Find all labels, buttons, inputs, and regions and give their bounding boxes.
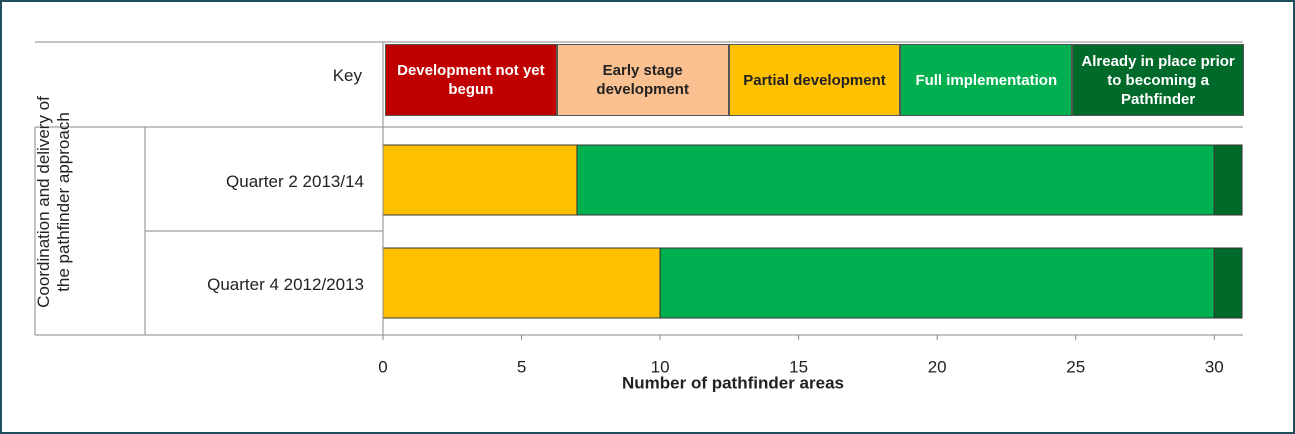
legend-entry: Early stage development [556,44,729,116]
bar-segment [659,247,1215,319]
legend-entry: Full implementation [900,44,1073,116]
x-tick-label: 20 [928,357,947,376]
x-tick-label: 5 [517,357,526,376]
x-tick-label: 0 [378,357,387,376]
x-tick-label: 25 [1066,357,1085,376]
bar-segment [1213,247,1243,319]
bar-segment [382,247,661,319]
legend-entry: Development not yet begun [385,44,557,116]
legend-entry: Partial development [728,44,901,116]
category-label: Quarter 4 2012/2013 [207,275,364,294]
x-axis-title: Number of pathfinder areas [622,373,844,392]
x-tick-label: 15 [789,357,808,376]
key-label: Key [332,66,362,85]
bar-segment [576,144,1215,216]
bar-segment [1213,144,1243,216]
bar-segment [382,144,578,216]
group-label: Coordination and delivery of the pathfin… [34,96,73,308]
category-label: Quarter 2 2013/14 [226,172,364,191]
x-tick-label: 30 [1205,357,1224,376]
legend-entry: Already in place prior to becoming a Pat… [1072,44,1244,116]
x-tick-label: 10 [651,357,670,376]
